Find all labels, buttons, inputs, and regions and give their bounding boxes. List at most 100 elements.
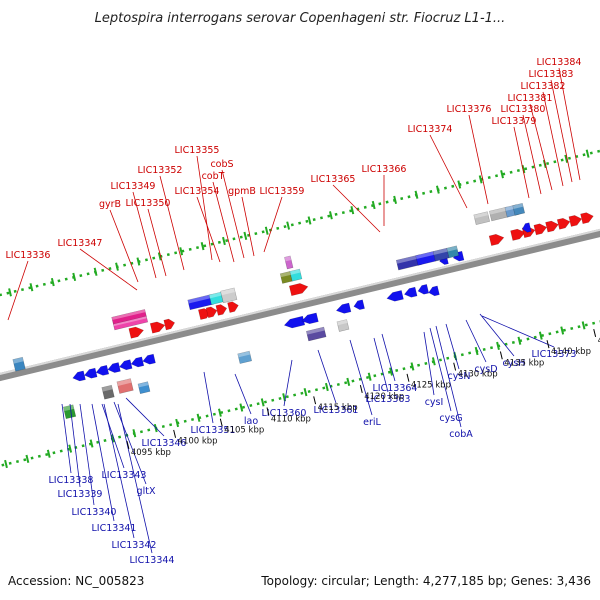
reverse-gene-2[interactable] xyxy=(83,367,98,380)
feature-box[interactable] xyxy=(137,381,151,395)
feature-box-22[interactable] xyxy=(237,350,252,364)
feature-box[interactable] xyxy=(306,326,327,342)
reverse-gene-17[interactable] xyxy=(428,285,440,297)
feature-box-20[interactable] xyxy=(101,384,115,400)
forward-gene-15[interactable] xyxy=(568,214,583,227)
gene-arrow[interactable] xyxy=(72,370,86,383)
feature-box-18[interactable] xyxy=(137,381,151,395)
feature-box[interactable] xyxy=(336,319,350,332)
gene-arrow[interactable] xyxy=(488,233,505,246)
gene-arrow[interactable] xyxy=(288,282,309,297)
gene-arrow[interactable] xyxy=(568,214,583,227)
gene-arrow[interactable] xyxy=(403,286,418,299)
reverse-gene-5[interactable] xyxy=(118,359,133,372)
label-bottom-11-leader xyxy=(234,373,252,415)
gene-arrow[interactable] xyxy=(149,320,166,334)
feature-box-7[interactable] xyxy=(289,268,303,282)
feature-box-13[interactable] xyxy=(473,211,491,225)
feature-box[interactable] xyxy=(473,211,491,225)
gene-arrow[interactable] xyxy=(521,222,532,234)
gene-arrow[interactable] xyxy=(510,228,526,241)
feature-box-21[interactable] xyxy=(116,378,134,394)
forward-gene-1[interactable] xyxy=(128,325,145,339)
label-bottom-9: LIC13346 xyxy=(142,438,187,449)
reverse-gene-16[interactable] xyxy=(452,250,465,262)
reverse-gene-8[interactable] xyxy=(283,315,306,329)
forward-gene-14[interactable] xyxy=(556,217,571,230)
forward-gene-13[interactable] xyxy=(545,220,560,233)
reverse-gene-11[interactable] xyxy=(353,299,365,311)
gene-arrow[interactable] xyxy=(130,356,145,369)
gene-arrow[interactable] xyxy=(163,318,176,331)
feature-box-19[interactable] xyxy=(62,404,77,420)
gene-arrow[interactable] xyxy=(533,222,548,236)
label-bottom-5: LIC13342 xyxy=(112,540,157,551)
feature-box[interactable] xyxy=(62,404,77,420)
reverse-gene-18[interactable] xyxy=(521,222,532,234)
forward-gene-5[interactable] xyxy=(205,306,218,319)
gene-arrow[interactable] xyxy=(353,299,365,311)
feature-box-8[interactable] xyxy=(284,255,294,270)
feature-box[interactable] xyxy=(237,350,252,364)
feature-box-17[interactable] xyxy=(12,356,26,372)
forward-gene-12[interactable] xyxy=(533,222,548,236)
feature-box-5[interactable] xyxy=(220,287,238,304)
feature-box-10[interactable] xyxy=(415,251,436,266)
reverse-gene-4[interactable] xyxy=(107,362,121,374)
gene-arrow[interactable] xyxy=(335,302,352,315)
forward-gene-3[interactable] xyxy=(163,318,176,331)
reverse-gene-3[interactable] xyxy=(95,364,110,377)
gene-arrow[interactable] xyxy=(580,211,595,225)
gene-arrow[interactable] xyxy=(95,364,110,377)
feature-box[interactable] xyxy=(220,287,238,304)
feature-box[interactable] xyxy=(116,378,134,394)
gene-arrow[interactable] xyxy=(428,285,440,297)
forward-gene-9[interactable] xyxy=(488,233,505,246)
feature-box-6[interactable] xyxy=(279,271,293,284)
forward-gene-8[interactable] xyxy=(288,282,309,297)
gene-arrow[interactable] xyxy=(283,315,306,329)
reverse-gene-6[interactable] xyxy=(130,356,145,369)
reverse-gene-10[interactable] xyxy=(335,302,352,315)
feature-box-4[interactable] xyxy=(208,291,224,305)
feature-box-2[interactable] xyxy=(113,315,149,331)
gene-arrow[interactable] xyxy=(452,250,465,262)
feature-box[interactable] xyxy=(512,202,526,216)
feature-box-24[interactable] xyxy=(336,319,350,332)
forward-gene-10[interactable] xyxy=(510,228,526,241)
feature-box-12[interactable] xyxy=(446,245,460,259)
feature-box[interactable] xyxy=(12,356,26,372)
feature-box-23[interactable] xyxy=(306,326,327,342)
forward-gene-16[interactable] xyxy=(580,211,595,225)
gene-arrow[interactable] xyxy=(227,301,239,313)
gene-arrow[interactable] xyxy=(107,362,121,374)
gene-arrow[interactable] xyxy=(417,284,430,295)
gene-arrow[interactable] xyxy=(301,312,319,325)
track-dot xyxy=(256,402,260,406)
gene-arrow[interactable] xyxy=(556,217,571,230)
gene-arrow[interactable] xyxy=(118,359,133,372)
feature-box[interactable] xyxy=(101,384,115,400)
gene-arrow[interactable] xyxy=(215,303,228,316)
gene-arrow[interactable] xyxy=(205,306,218,319)
reverse-gene-9[interactable] xyxy=(301,312,319,325)
reverse-gene-12[interactable] xyxy=(386,290,404,302)
forward-gene-7[interactable] xyxy=(227,301,239,313)
forward-gene-6[interactable] xyxy=(215,303,228,316)
reverse-gene-14[interactable] xyxy=(417,284,430,295)
feature-box[interactable] xyxy=(284,255,294,270)
forward-gene-2[interactable] xyxy=(149,320,166,334)
reverse-gene-1[interactable] xyxy=(72,370,86,383)
gene-arrow[interactable] xyxy=(128,325,145,339)
feature-box[interactable] xyxy=(113,315,149,331)
feature-box-16[interactable] xyxy=(512,202,526,216)
gene-arrow[interactable] xyxy=(545,220,560,233)
feature-box[interactable] xyxy=(289,268,303,282)
feature-box[interactable] xyxy=(446,245,460,259)
gene-arrow[interactable] xyxy=(83,367,98,380)
feature-box-14[interactable] xyxy=(489,206,510,222)
gene-arrow[interactable] xyxy=(142,353,156,366)
reverse-gene-13[interactable] xyxy=(403,286,418,299)
reverse-gene-7[interactable] xyxy=(142,353,156,366)
gene-arrow[interactable] xyxy=(386,290,404,302)
